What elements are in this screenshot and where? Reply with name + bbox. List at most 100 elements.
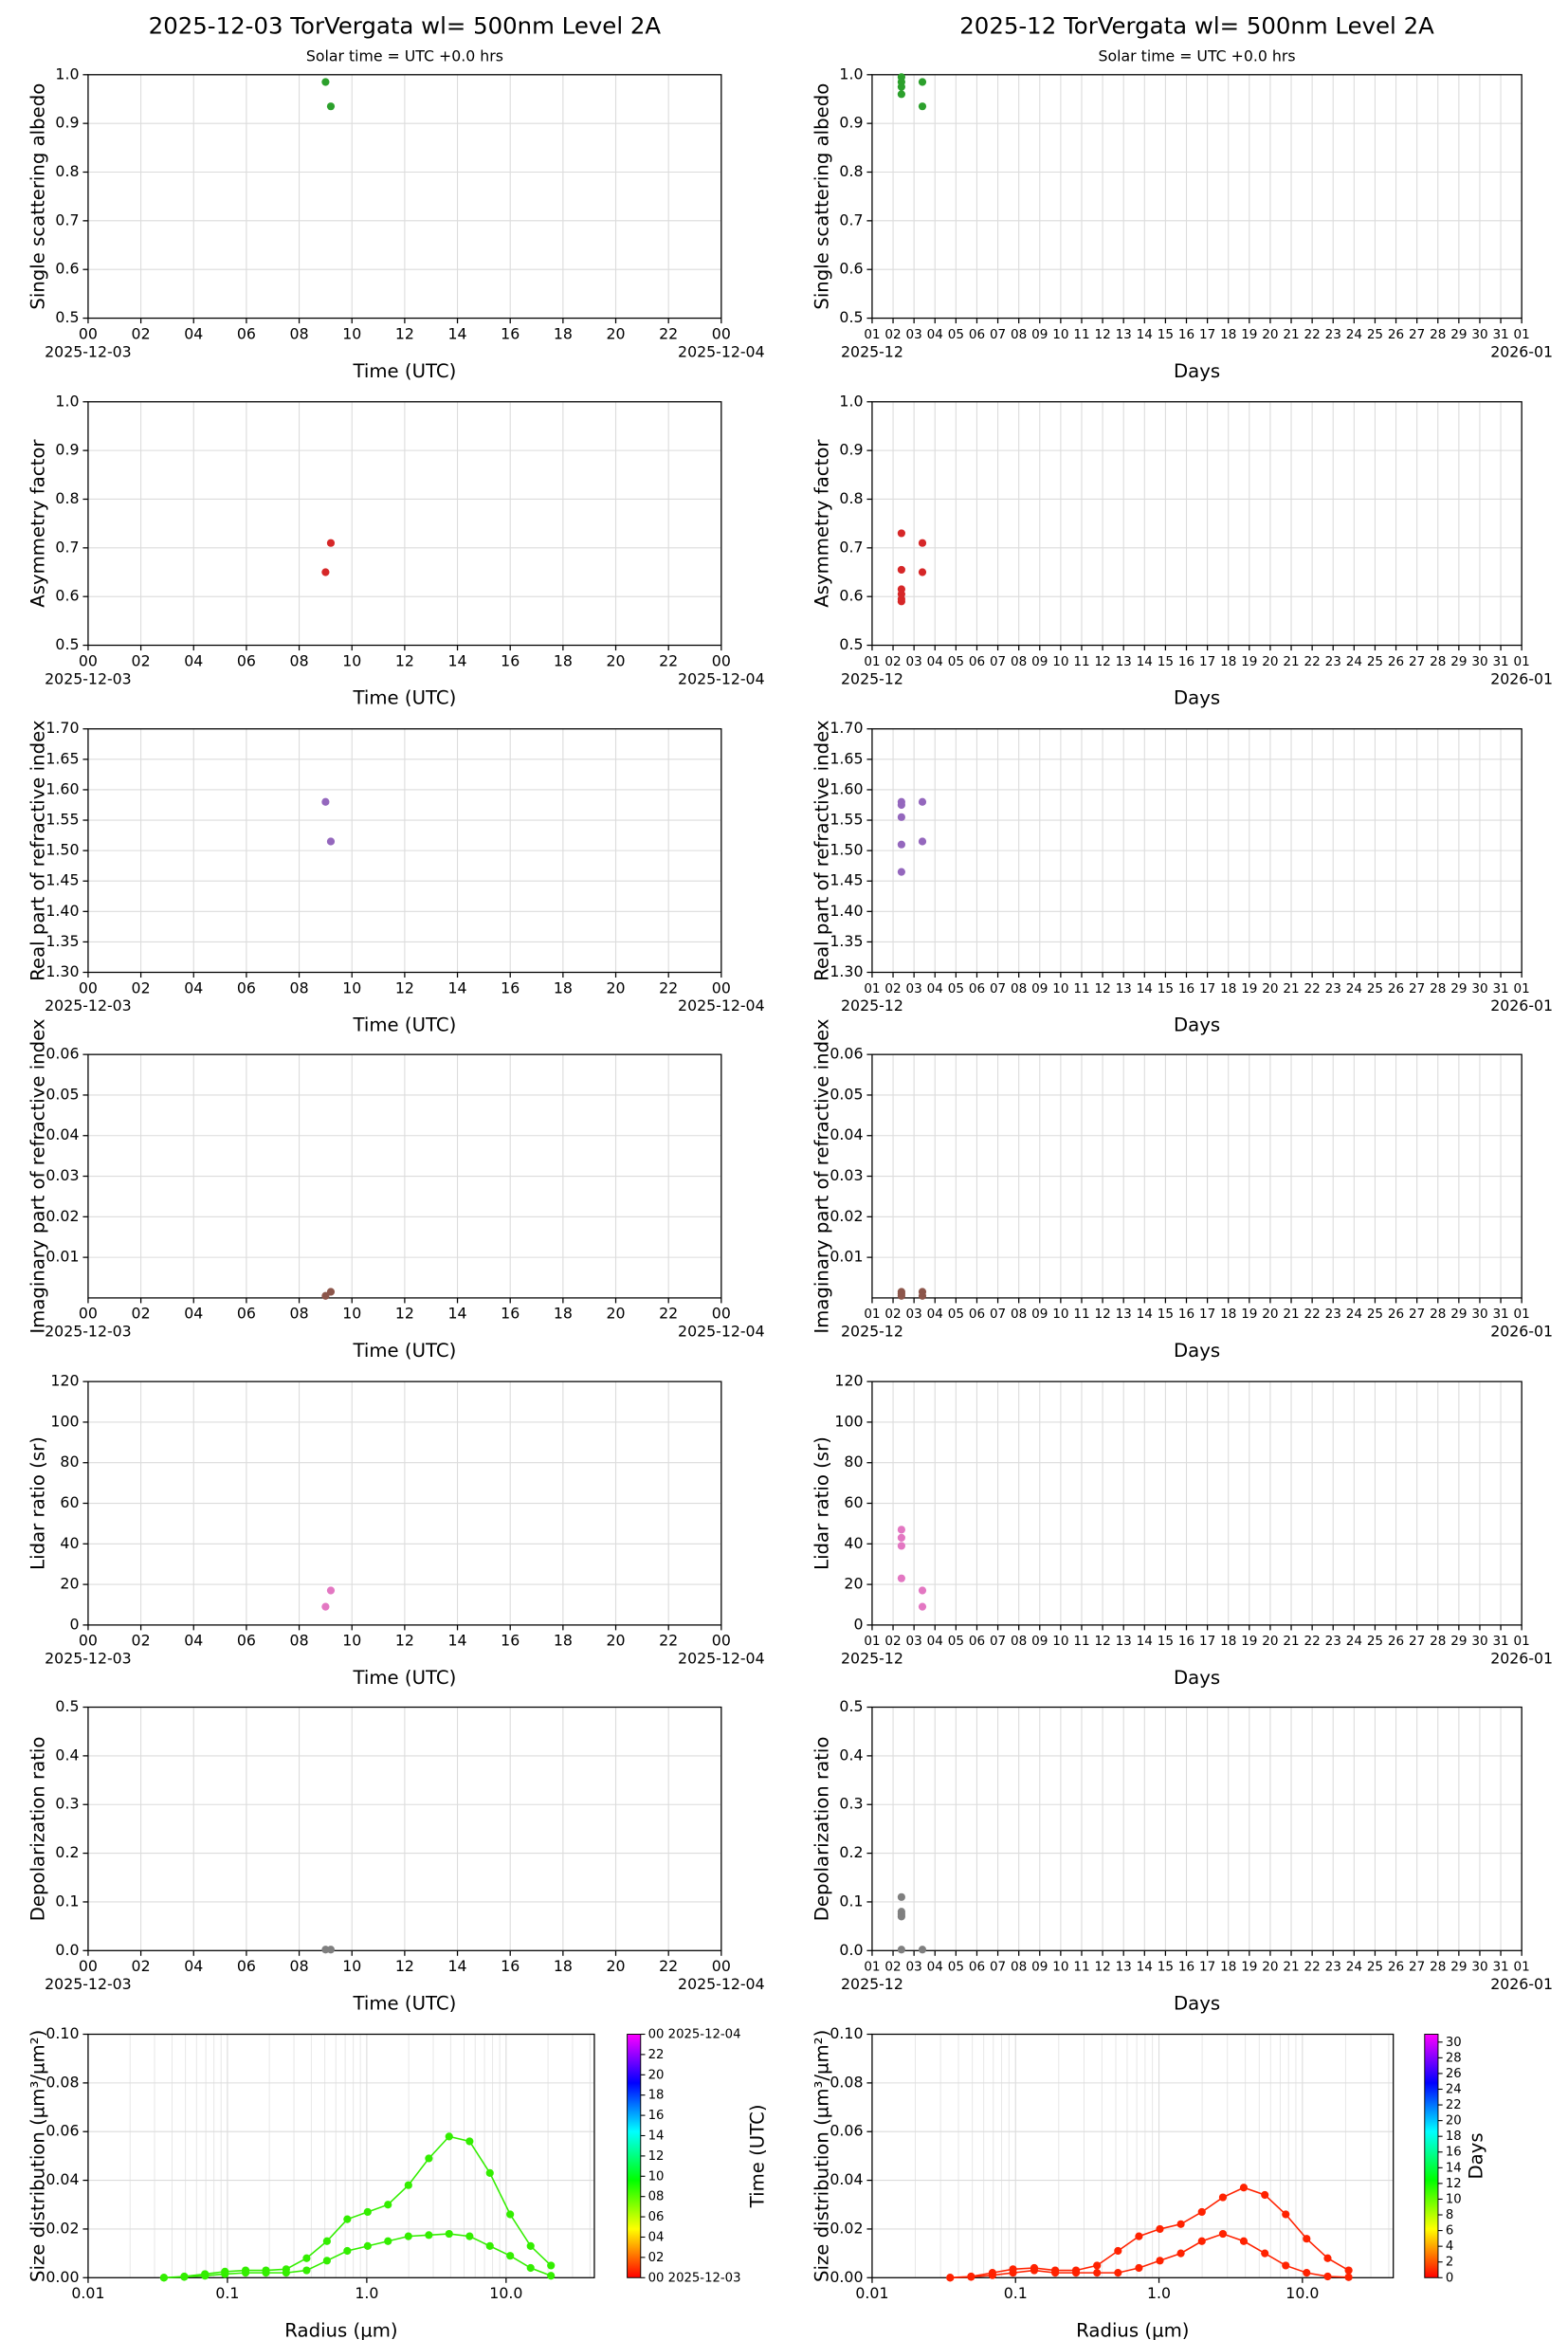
x-tick-label: 11 [1073, 1634, 1089, 1649]
y-tick-label: 0.01 [830, 1248, 863, 1266]
x-tick-label: 09 [1031, 1960, 1048, 1975]
y-tick-label: 1.45 [830, 871, 863, 889]
y-tick-label: 0.03 [46, 1166, 79, 1184]
axes-frame [87, 401, 722, 647]
y-tick-label: 0.9 [55, 114, 79, 132]
colorbar-tick-label: 28 [1446, 2051, 1462, 2065]
y-tick-label: 0.6 [839, 260, 863, 278]
x-date-label: 2025-12-03 [45, 669, 132, 687]
panel: 0.01 0.1 1.0 10.0 0.00 0.02 0.04 0.06 0.08 0.10 Ra… [27, 2024, 768, 2340]
y-tick-label: 0.02 [46, 1207, 79, 1225]
x-tick-label: 05 [948, 1634, 964, 1649]
x-tick-label: 19 [1241, 1634, 1257, 1649]
x-tick-label: 18 [1220, 1960, 1236, 1975]
x-tick-label: 01 [864, 981, 880, 996]
panel: 2025-12-03 TorVergata wl= 500nm Level 2A… [27, 11, 764, 381]
point [967, 2273, 975, 2281]
x-tick-label: 21 [1283, 981, 1299, 996]
x-date-label: 2025-12-03 [45, 1650, 132, 1668]
x-tick-label: 04 [184, 1632, 203, 1650]
point [547, 2272, 556, 2280]
point [1030, 2266, 1039, 2275]
x-tick-label: 28 [1430, 327, 1446, 342]
point [1261, 2190, 1269, 2200]
point [1282, 2210, 1290, 2219]
x-tick-label: 21 [1283, 327, 1299, 342]
axes-frame [871, 74, 1522, 320]
colorbar [1424, 2034, 1439, 2278]
x-tick-label: 20 [1262, 327, 1278, 342]
x-tick-label: 20 [1262, 1634, 1278, 1649]
x-tick-label: 14 [1137, 654, 1153, 669]
x-tick-label: 04 [927, 327, 943, 342]
point [1093, 2261, 1102, 2270]
x-date-label: 2025-12-04 [678, 996, 765, 1015]
x-tick-label: 00 [712, 324, 731, 342]
x-tick-label: 02 [884, 1307, 901, 1322]
x-tick-label: 07 [990, 327, 1006, 342]
x-tick-label: 14 [1137, 1307, 1153, 1322]
x-tick-label: 08 [1011, 1634, 1027, 1649]
x-tick-label: 00 [712, 651, 731, 669]
x-tick-label: 06 [237, 324, 256, 342]
x-tick-label: 22 [1304, 1634, 1321, 1649]
x-tick-label: 01 [1514, 1307, 1530, 1322]
x-tick-label: 26 [1388, 1960, 1404, 1975]
x-tick-label: 23 [1325, 1307, 1341, 1322]
x-tick-label: 08 [1011, 327, 1027, 342]
point [918, 102, 927, 111]
point [1197, 2207, 1206, 2217]
x-tick-label: 1.0 [1147, 2284, 1171, 2302]
x-tick-label: 04 [927, 1634, 943, 1649]
colorbar-tick-label: 22 [648, 2048, 665, 2062]
x-tick-label: 22 [659, 1957, 678, 1975]
x-tick-label: 03 [906, 1960, 922, 1975]
colorbar-tick-label: 00 2025-12-03 [648, 2271, 741, 2285]
x-tick-label: 11 [1073, 327, 1089, 342]
point [988, 2271, 996, 2279]
x-tick-label: 0.01 [71, 2284, 104, 2302]
x-tick-label: 27 [1409, 327, 1425, 342]
y-tick-label: 0.06 [46, 1045, 79, 1063]
x-tick-label: 06 [237, 1305, 256, 1323]
y-tick-label: 100 [834, 1412, 863, 1430]
x-tick-label: 25 [1367, 981, 1383, 996]
x-axis-label: Days [1174, 1340, 1220, 1362]
x-tick-label: 05 [948, 654, 964, 669]
x-tick-label: 20 [606, 1957, 625, 1975]
point [1239, 2237, 1249, 2245]
point [1156, 2224, 1164, 2234]
x-tick-label: 18 [1220, 1634, 1236, 1649]
x-tick-label: 15 [1158, 1960, 1174, 1975]
x-date-label: 2025-12-04 [678, 1975, 765, 1993]
x-tick-label: 08 [290, 324, 309, 342]
x-tick-label: 16 [501, 1305, 520, 1323]
colorbar-tick-label: 30 [1446, 2036, 1462, 2050]
point [918, 539, 927, 547]
point [1218, 2193, 1228, 2202]
x-tick-label: 13 [1116, 654, 1132, 669]
x-tick-label: 12 [395, 1305, 414, 1323]
x-axis-label: Time (UTC) [352, 360, 456, 382]
x-tick-label: 01 [1514, 327, 1530, 342]
point [897, 1946, 905, 1954]
y-tick-label: 1.55 [46, 811, 79, 829]
x-tick-label: 26 [1388, 327, 1404, 342]
axes-frame [87, 1053, 722, 1299]
x-date-label: 2025-12-04 [678, 1323, 765, 1341]
y-tick-label: 1.65 [46, 749, 79, 767]
x-tick-label: 18 [554, 324, 573, 342]
point [897, 813, 905, 821]
point [918, 1602, 927, 1611]
x-tick-label: 05 [948, 1960, 964, 1975]
x-tick-label: 20 [606, 651, 625, 669]
x-tick-label: 11 [1073, 1960, 1089, 1975]
x-date-label: 2025-12 [841, 1323, 903, 1341]
x-date-label: 2026-01 [1490, 1650, 1553, 1668]
x-tick-label: 10 [1052, 1634, 1068, 1649]
panel: 01 02 03 04 05 06 07 08 09 10 11 12 13 14 15 16 17 18 19 20… [811, 392, 1553, 708]
colorbar-tick-label: 08 [648, 2190, 665, 2204]
x-tick-label: 24 [1346, 654, 1362, 669]
x-tick-label: 06 [969, 1307, 985, 1322]
